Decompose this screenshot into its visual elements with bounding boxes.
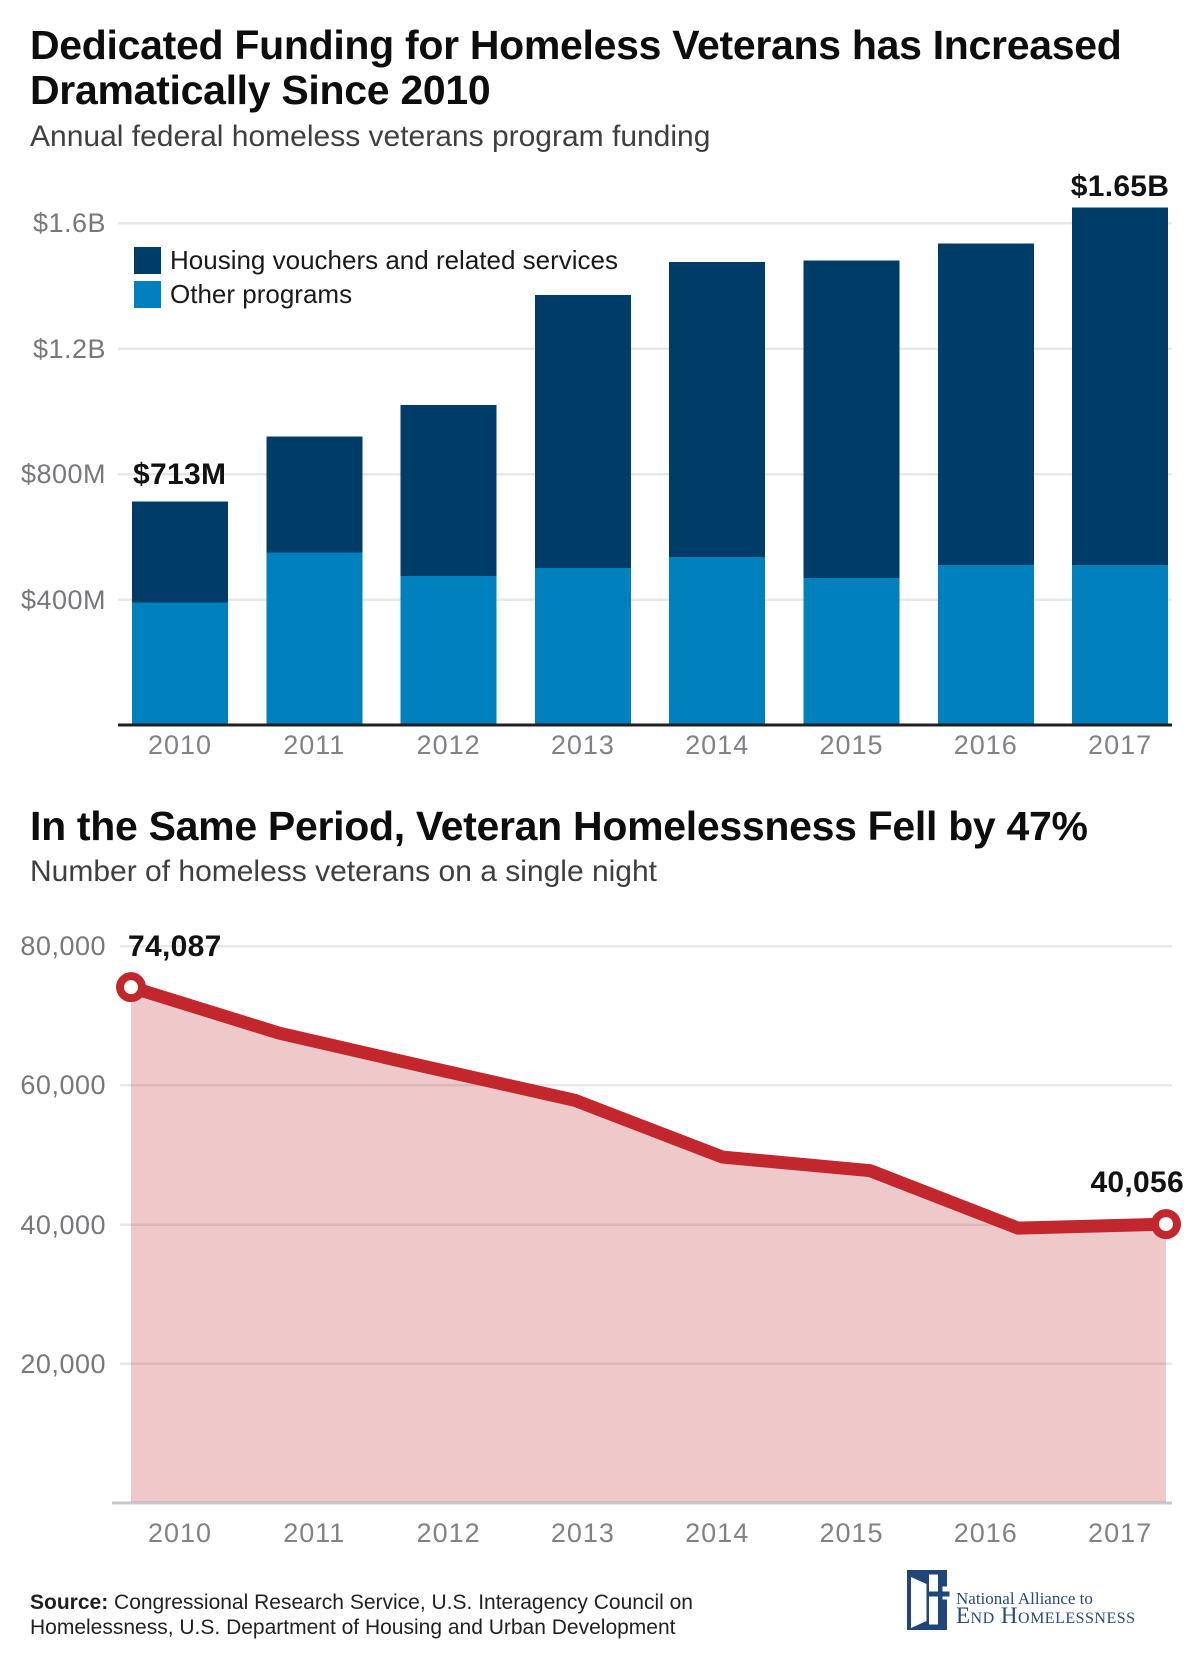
y-tick-funding-$1.6B: $1.6B [32, 208, 106, 238]
logo-window-pane [929, 1574, 938, 1625]
logo-door-shape [911, 1577, 927, 1628]
bar-2013-other-programs [534, 568, 631, 725]
y-tick-funding-$800M: $800M [20, 459, 106, 489]
y-tick-homeless-40,000: 40,000 [20, 1209, 106, 1240]
marker-inner-2010 [124, 980, 138, 995]
x-tick-funding-2017: 2017 [1088, 730, 1153, 760]
annotation-2017-total: $1.65B [1070, 170, 1170, 203]
annotation-2017-count: 40,056 [1090, 1166, 1184, 1199]
bar-2017-housing-vouchers [1072, 207, 1169, 565]
x-tick-funding-2012: 2012 [416, 730, 481, 760]
x-tick-funding-2010: 2010 [147, 730, 213, 760]
bar-2010-other-programs [132, 602, 228, 725]
chart1-subtitle: Annual federal homeless veterans program… [30, 120, 711, 153]
annotation-2010-total: $713M [133, 458, 227, 491]
y-tick-funding-$400M: $400M [20, 584, 106, 615]
bar-2011-housing-vouchers [266, 436, 363, 553]
end-homelessness-logo-icon [907, 1570, 950, 1630]
x-tick-homeless-2013: 2013 [550, 1518, 615, 1548]
annotation-2010-count: 74,087 [128, 930, 222, 963]
legend-swatch-housing-vouchers [134, 247, 161, 274]
x-tick-homeless-2012: 2012 [416, 1518, 481, 1548]
source-line2: Homelessness, U.S. Department of Housing… [30, 1616, 676, 1639]
x-tick-homeless-2015: 2015 [819, 1518, 884, 1548]
bar-2012-housing-vouchers [400, 404, 497, 576]
bar-2014-other-programs [669, 557, 766, 725]
y-tick-homeless-80,000: 80,000 [20, 931, 106, 961]
x-tick-homeless-2011: 2011 [283, 1518, 346, 1548]
bar-2017-other-programs [1072, 564, 1169, 725]
logo-window-crossbar [929, 1591, 950, 1597]
x-tick-homeless-2014: 2014 [685, 1518, 750, 1548]
marker-inner-2017 [1159, 1217, 1173, 1232]
bar-2016-other-programs [937, 564, 1034, 725]
source-text-1: Congressional Research Service, U.S. Int… [114, 1591, 693, 1614]
bar-2013-housing-vouchers [534, 295, 631, 569]
chart2-subtitle: Number of homeless veterans on a single … [30, 855, 658, 888]
y-tick-homeless-60,000: 60,000 [20, 1070, 106, 1101]
homeless-trend-line [129, 980, 1167, 1235]
x-tick-funding-2015: 2015 [819, 730, 884, 760]
logo-text-line2: End Homelessness [956, 1603, 1136, 1628]
homeless-area-fill [131, 987, 1166, 1502]
legend-swatch-other-programs [134, 281, 161, 308]
bar-2016-housing-vouchers [937, 243, 1034, 565]
bar-2012-other-programs [400, 575, 497, 725]
bar-2010-housing-vouchers [132, 501, 228, 603]
bar-2014-housing-vouchers [669, 262, 766, 558]
x-tick-homeless-2010: 2010 [147, 1518, 213, 1548]
x-tick-funding-2013: 2013 [550, 730, 615, 760]
source-line1: Source: Congressional Research Service, … [30, 1590, 693, 1615]
bar-2011-other-programs [266, 552, 363, 725]
legend-label-other-programs: Other programs [170, 279, 353, 309]
chart1-title-line1: Dedicated Funding for Homeless Veterans … [30, 22, 1122, 68]
bar-2015-housing-vouchers [803, 260, 900, 579]
y-tick-homeless-20,000: 20,000 [20, 1348, 106, 1379]
x-tick-funding-2011: 2011 [283, 730, 346, 760]
chart1-title-line2: Dramatically Since 2010 [30, 67, 491, 113]
x-tick-funding-2016: 2016 [953, 730, 1018, 760]
bar-2015-other-programs [803, 578, 900, 725]
x-tick-homeless-2017: 2017 [1088, 1518, 1153, 1548]
legend-label-housing-vouchers: Housing vouchers and related services [170, 245, 619, 275]
x-tick-funding-2014: 2014 [685, 730, 750, 760]
chart2-title: In the Same Period, Veteran Homelessness… [30, 803, 1088, 849]
y-tick-funding-$1.2B: $1.2B [32, 333, 106, 364]
x-tick-homeless-2016: 2016 [953, 1518, 1018, 1548]
logo-text-line1: National Alliance to [956, 1589, 1093, 1608]
source-label: Source: [30, 1591, 109, 1614]
